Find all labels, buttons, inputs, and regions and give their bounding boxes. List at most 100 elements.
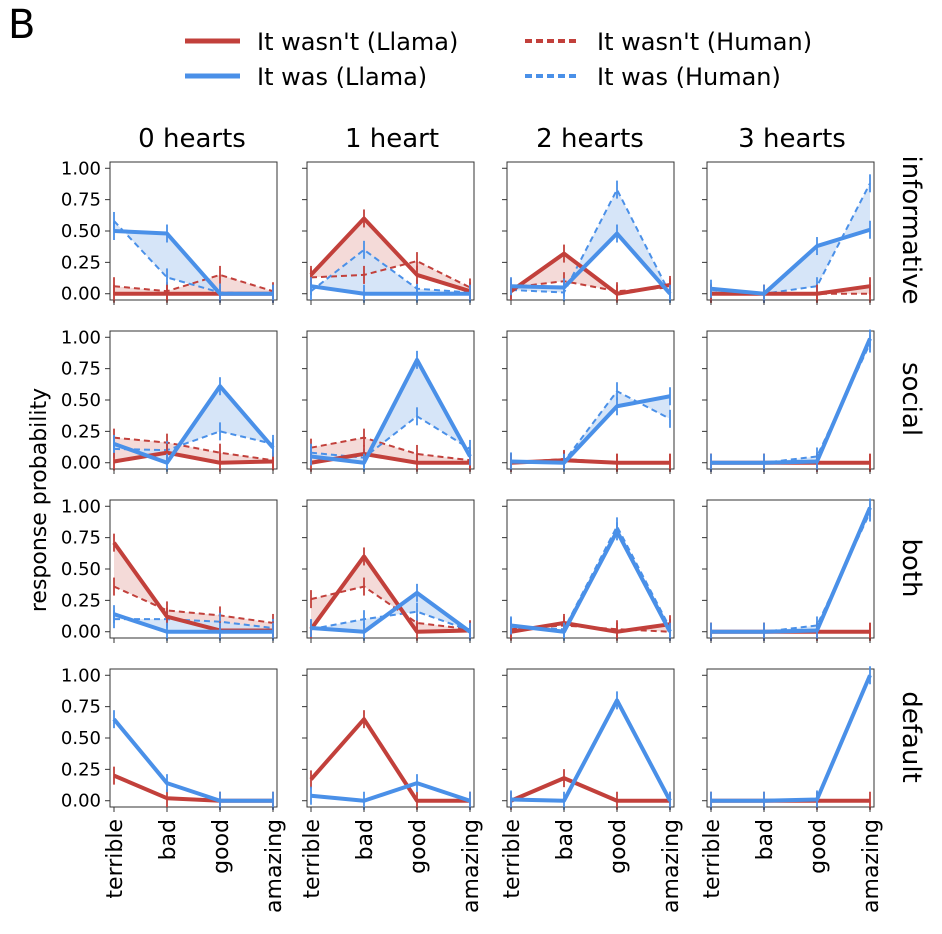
panel-letter: B — [8, 2, 35, 48]
panel-default-3: terrible bad good amazing — [700, 666, 884, 913]
difference-fill — [511, 391, 670, 463]
y-tick-label: 0.75 — [61, 190, 101, 211]
x-tick-label: amazing — [262, 819, 287, 913]
y-tick-label: 0.50 — [61, 728, 101, 749]
series-line — [113, 612, 273, 634]
series-line — [711, 506, 872, 634]
series-line — [510, 394, 671, 465]
legend-label-human-wasnt: It wasn't (Human) — [597, 28, 812, 56]
series-line — [509, 251, 671, 296]
series-line — [113, 273, 274, 293]
x-tick-label: terrible — [103, 819, 128, 899]
series-line — [309, 216, 471, 294]
y-tick-label: 0.50 — [61, 559, 101, 580]
row-title: default — [896, 691, 926, 782]
x-tick-label: bad — [353, 819, 378, 860]
series-line — [309, 554, 471, 634]
column-title: 3 hearts — [738, 124, 846, 154]
panels: 0.00 0.25 0.50 0.75 1.00 0.00 0.25 0.50 0.75 1.00… — [61, 158, 884, 913]
series-line — [310, 781, 471, 803]
series-line — [310, 415, 471, 459]
panel-informative-3 — [702, 161, 875, 305]
axes-frame — [706, 668, 875, 808]
y-tick-label: 0.75 — [61, 528, 101, 549]
axes-frame — [506, 668, 675, 808]
series-line — [113, 773, 273, 803]
series-line — [310, 260, 471, 289]
series-line — [310, 436, 471, 462]
y-tick-label: 1.00 — [61, 158, 101, 179]
axes-frame — [306, 668, 475, 808]
series-line — [510, 231, 672, 296]
series-line — [112, 717, 273, 803]
panel-both-0: 0.00 0.25 0.50 0.75 1.00 — [61, 496, 278, 643]
difference-fill — [114, 542, 273, 631]
series-line — [711, 284, 871, 296]
x-tick-label: bad — [553, 819, 578, 860]
series-line — [310, 248, 471, 294]
series-line — [711, 512, 871, 633]
series-line — [510, 624, 671, 633]
x-tick-label: good — [806, 819, 831, 874]
x-tick-label: good — [209, 819, 234, 874]
series-line — [309, 717, 470, 803]
axes-frame — [706, 330, 875, 470]
series-line — [510, 529, 672, 634]
panel-both-1 — [302, 499, 475, 643]
panel-informative-0: 0.00 0.25 0.50 0.75 1.00 — [61, 158, 278, 305]
y-tick-label: 0.00 — [61, 622, 101, 643]
y-tick-label: 0.00 — [61, 453, 101, 474]
series-line — [510, 188, 671, 295]
axes-frame — [506, 499, 675, 639]
series-line — [310, 357, 472, 465]
y-tick-label: 0.75 — [61, 359, 101, 380]
column-title: 2 hearts — [536, 124, 644, 154]
series-line — [511, 390, 671, 463]
series-line — [711, 343, 871, 464]
x-tick-label: bad — [156, 819, 181, 860]
panel-social-2 — [502, 330, 675, 474]
y-axis-label: response probability — [27, 388, 52, 612]
y-tick-label: 0.25 — [61, 421, 101, 442]
series-line — [711, 337, 872, 465]
series-line — [113, 430, 274, 452]
legend-label-llama-was: It was (Llama) — [257, 63, 427, 91]
x-tick-label: amazing — [859, 819, 884, 913]
x-tick-label: terrible — [500, 819, 525, 899]
panel-default-1: terrible bad good amazing — [300, 668, 484, 913]
row-title: both — [896, 538, 926, 597]
difference-fill — [114, 220, 273, 294]
y-tick-label: 0.75 — [61, 697, 101, 718]
difference-fill — [114, 386, 273, 463]
series-line — [510, 776, 670, 803]
y-tick-label: 0.25 — [61, 759, 101, 780]
series-line — [310, 610, 471, 632]
series-line — [113, 384, 275, 465]
y-tick-label: 0.25 — [61, 590, 101, 611]
series-line — [310, 284, 470, 296]
series-line — [710, 182, 871, 295]
y-tick-label: 1.00 — [61, 496, 101, 517]
series-line — [113, 436, 274, 462]
panel-informative-1 — [302, 161, 475, 305]
y-tick-label: 0.50 — [61, 221, 101, 242]
difference-fill — [711, 338, 870, 463]
series-line — [113, 220, 274, 295]
axes-frame — [706, 499, 875, 639]
series-line — [510, 698, 672, 803]
panel-default-2: terrible bad good amazing — [500, 668, 684, 913]
x-tick-label: amazing — [659, 819, 684, 913]
y-tick-label: 1.00 — [61, 665, 101, 686]
x-tick-label: terrible — [700, 819, 725, 899]
y-tick-label: 1.00 — [61, 327, 101, 348]
row-title: social — [896, 362, 926, 436]
series-line — [114, 618, 274, 629]
series-line — [113, 229, 273, 296]
row-titles: informative social both default — [896, 155, 926, 782]
y-tick-label: 0.00 — [61, 284, 101, 305]
series-line — [710, 227, 871, 296]
panel-both-2 — [502, 499, 675, 643]
column-titles: 0 hearts 1 heart 2 hearts 3 hearts — [138, 124, 846, 154]
x-tick-label: terrible — [300, 819, 325, 899]
